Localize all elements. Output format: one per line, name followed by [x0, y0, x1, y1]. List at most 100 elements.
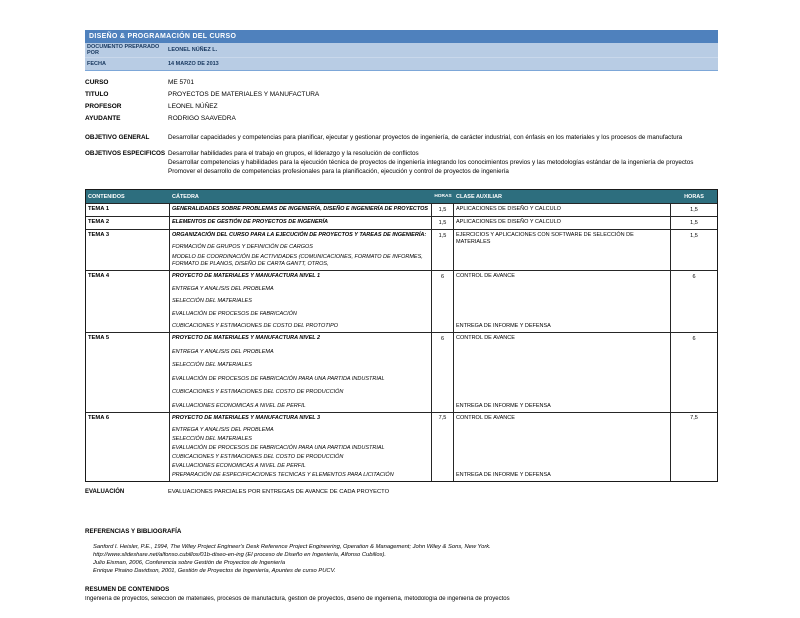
- objectives-section: OBJETIVO GENERAL Desarrollar capacidades…: [85, 133, 718, 176]
- clase-auxiliar-footer: ENTREGA DE INFORME Y DEFENSA: [456, 471, 551, 478]
- horas-catedra: 6: [432, 333, 454, 412]
- course-info-label: PROFESOR: [85, 102, 122, 110]
- catedra-title: ELEMENTOS DE GESTIÓN DE PROYECTOS DE ING…: [172, 219, 328, 225]
- document-page: DISEÑO & PROGRAMACIÓN DEL CURSO DOCUMENT…: [85, 30, 718, 602]
- clase-auxiliar-footer: ENTREGA DE INFORME Y DEFENSA: [456, 402, 551, 409]
- evaluation-row: EVALUACIÓN EVALUACIONES PARCIALES POR EN…: [85, 489, 718, 495]
- reference-item: Sanford I. Heisler, P.E., 1994, The Wile…: [93, 543, 491, 550]
- catedra-title: PROYECTO DE MATERIALES Y MANUFACTURA NIV…: [172, 335, 321, 341]
- evaluation-label: EVALUACIÓN: [85, 488, 125, 495]
- objective-general-label: OBJETIVO GENERAL: [85, 134, 150, 141]
- table-row: TEMA 3 ORGANIZACIÓN DEL CURSO PARA LA EJE…: [86, 229, 717, 270]
- course-info-value: PROYECTOS DE MATERIALES Y MANUFACTURA: [168, 90, 320, 98]
- course-info-row: AYUDANTE RODRIGO SAAVEDRA: [85, 112, 718, 124]
- catedra-item: EVALUACIÓN DE PROCESOS DE FABRICACIÓN PA…: [172, 375, 385, 382]
- objective-specific-list: Desarrollar habilidades para el trabajo …: [168, 149, 718, 176]
- document-info-block: DOCUMENTO PREPARADO POR LEONEL NÚÑEZ L. …: [85, 43, 718, 71]
- prepared-by-value: LEONEL NÚÑEZ L.: [168, 46, 218, 53]
- course-info-value: ME 5701: [168, 78, 195, 86]
- course-info-row: PROFESOR LEONEL NÚÑEZ: [85, 100, 718, 112]
- course-info-row: CURSO ME 5701: [85, 76, 718, 88]
- horas-catedra: 7,5: [432, 412, 454, 481]
- tema-label: TEMA 2: [88, 219, 110, 225]
- header-horas: HORAS: [434, 194, 452, 199]
- clase-auxiliar-text: CONTROL DE AVANCE: [456, 273, 515, 279]
- horas-catedra: 6: [432, 271, 454, 332]
- catedra-item: FORMACIÓN DE GRUPOS Y DEFINICIÓN DE CARG…: [172, 244, 313, 250]
- prepared-by-label: DOCUMENTO PREPARADO POR: [87, 43, 160, 56]
- tema-label: TEMA 4: [88, 273, 110, 279]
- objective-general-text: Desarrollar capacidades y competencias p…: [168, 134, 683, 141]
- catedra-title: PROYECTO DE MATERIALES Y MANUFACTURA NIV…: [172, 273, 321, 279]
- document-title: DISEÑO & PROGRAMACIÓN DEL CURSO: [89, 33, 237, 40]
- clase-auxiliar-text: APLICACIONES DE DISEÑO Y CALCULO: [456, 219, 561, 225]
- catedra-item: SELECCIÓN DEL MATERIALES: [172, 362, 252, 368]
- catedra-item: CUBICACIONES Y ESTIMACIONES DEL COSTO DE…: [172, 389, 344, 395]
- contents-table-header: CONTENIDOS CÁTEDRA HORAS CLASE AUXILIAR …: [86, 190, 717, 203]
- date-value: 14 MARZO DE 2013: [168, 60, 219, 67]
- date-label: FECHA: [87, 60, 106, 67]
- clase-auxiliar-text: CONTROL DE AVANCE: [456, 335, 515, 341]
- table-row: TEMA 5 PROYECTO DE MATERIALES Y MANUFACTU…: [86, 332, 717, 412]
- document-title-bar: DISEÑO & PROGRAMACIÓN DEL CURSO: [85, 30, 718, 43]
- reference-item: Enrique Piraino Davidson, 2001, Gestión …: [93, 567, 336, 574]
- catedra-item: MODELO DE COORDINACIÓN DE ACTIVIDADES (C…: [172, 254, 423, 267]
- horas-auxiliar: 7,5: [690, 415, 698, 421]
- table-row: TEMA 1 GENERALIDADES SOBRE PROBLEMAS DE I…: [86, 203, 717, 216]
- course-info: CURSO ME 5701 TITULO PROYECTOS DE MATERIALE…: [85, 76, 718, 124]
- objective-specific-row: OBJETIVOS ESPECIFICOS Desarrollar habili…: [85, 149, 718, 176]
- header-contenidos: CONTENIDOS: [88, 193, 125, 200]
- contents-table: CONTENIDOS CÁTEDRA HORAS CLASE AUXILIAR …: [85, 189, 718, 482]
- catedra-item: EVALUACIONES ECONOMICAS A NIVEL DE PERFI…: [172, 462, 306, 469]
- summary-text: Ingeniería de proyectos, selección de ma…: [85, 595, 510, 602]
- objective-specific-label: OBJETIVOS ESPECIFICOS: [85, 150, 166, 157]
- catedra-item: CUBICACIONES Y ESTIMACIONES DE COSTO DEL…: [172, 323, 339, 329]
- catedra-item: SELECCIÓN DEL MATERIALES: [172, 298, 252, 304]
- prepared-by-row: DOCUMENTO PREPARADO POR LEONEL NÚÑEZ L.: [85, 43, 718, 57]
- course-info-label: CURSO: [85, 78, 109, 86]
- tema-label: TEMA 3: [88, 232, 110, 238]
- tema-label: TEMA 1: [88, 206, 110, 212]
- horas-catedra: 1,5: [432, 230, 454, 270]
- clase-auxiliar-footer: ENTREGA DE INFORME Y DEFENSA: [456, 323, 551, 329]
- catedra-item: EVALUACIÓN DE PROCESOS DE FABRICACIÓN PA…: [172, 444, 385, 451]
- catedra-item: EVALUACIONES ECONOMICAS A NIVEL DE PERFI…: [172, 402, 306, 409]
- horas-auxiliar: 1,5: [690, 232, 698, 239]
- evaluation-value: EVALUACIONES PARCIALES POR ENTREGAS DE A…: [168, 488, 390, 495]
- course-info-value: LEONEL NÚÑEZ: [168, 102, 218, 110]
- tema-label: TEMA 6: [88, 414, 110, 421]
- catedra-item: PREPARACIÓN DE ESPECIFICACIONES TECNICAS…: [172, 471, 394, 478]
- clase-auxiliar-text: CONTROL DE AVANCE: [456, 414, 515, 421]
- summary-title: RESUMEN DE CONTENIDOS: [85, 585, 170, 593]
- horas-auxiliar: 1,5: [690, 206, 698, 213]
- reference-item: Julio Eisman, 2006, Conferencia sobre Ge…: [93, 559, 286, 566]
- course-info-row: TITULO PROYECTOS DE MATERIALES Y MANUFACT…: [85, 88, 718, 100]
- catedra-item: EVALUACIÓN DE PROCESOS DE FABRICACIÓN: [172, 310, 297, 317]
- clase-auxiliar-text: EJERCICIOS Y APLICACIONES CON SOFTWARE D…: [456, 232, 634, 245]
- horas-catedra: 1,5: [432, 204, 454, 216]
- contents-table-body: TEMA 1 GENERALIDADES SOBRE PROBLEMAS DE I…: [86, 203, 717, 481]
- course-info-value: RODRIGO SAAVEDRA: [168, 114, 236, 122]
- catedra-item: CUBICACIONES Y ESTIMACIONES DEL COSTO DE…: [172, 453, 344, 460]
- catedra-item: ENTREGA Y ANALISIS DEL PROBLEMA: [172, 348, 274, 355]
- horas-catedra: 1,5: [432, 217, 454, 229]
- references-title: REFERENCIAS Y BIBLIOGRAFÍA: [85, 527, 182, 535]
- horas-auxiliar: 6: [692, 335, 696, 342]
- summary-section: RESUMEN DE CONTENIDOS Ingeniería de proy…: [85, 586, 718, 602]
- references-section: REFERENCIAS Y BIBLIOGRAFÍA Sanford I. He…: [85, 528, 718, 575]
- catedra-item: SELECCIÓN DEL MATERIALES: [172, 435, 252, 442]
- horas-auxiliar: 6: [692, 273, 696, 280]
- horas-auxiliar: 1,5: [690, 219, 698, 226]
- objective-general-row: OBJETIVO GENERAL Desarrollar capacidades…: [85, 133, 718, 142]
- catedra-item: ENTREGA Y ANALISIS DEL PROBLEMA: [172, 426, 274, 433]
- catedra-title: PROYECTO DE MATERIALES Y MANUFACTURA NIV…: [172, 414, 321, 421]
- clase-auxiliar-text: APLICACIONES DE DISEÑO Y CALCULO: [456, 206, 561, 212]
- reference-item: http://www.slideshare.net/alfonso.cubill…: [93, 551, 387, 558]
- course-info-label: AYUDANTE: [85, 114, 121, 122]
- table-row: TEMA 6 PROYECTO DE MATERIALES Y MANUFACTU…: [86, 411, 717, 481]
- references-list: Sanford I. Heisler, P.E., 1994, The Wile…: [85, 543, 718, 575]
- catedra-title: ORGANIZACIÓN DEL CURSO PARA LA EJECUCIÓN…: [172, 232, 427, 238]
- objective-specific-item: Desarrollar competencias y habilidades p…: [168, 159, 694, 166]
- header-horas-aux: HORAS: [684, 193, 704, 200]
- tema-label: TEMA 5: [88, 335, 110, 341]
